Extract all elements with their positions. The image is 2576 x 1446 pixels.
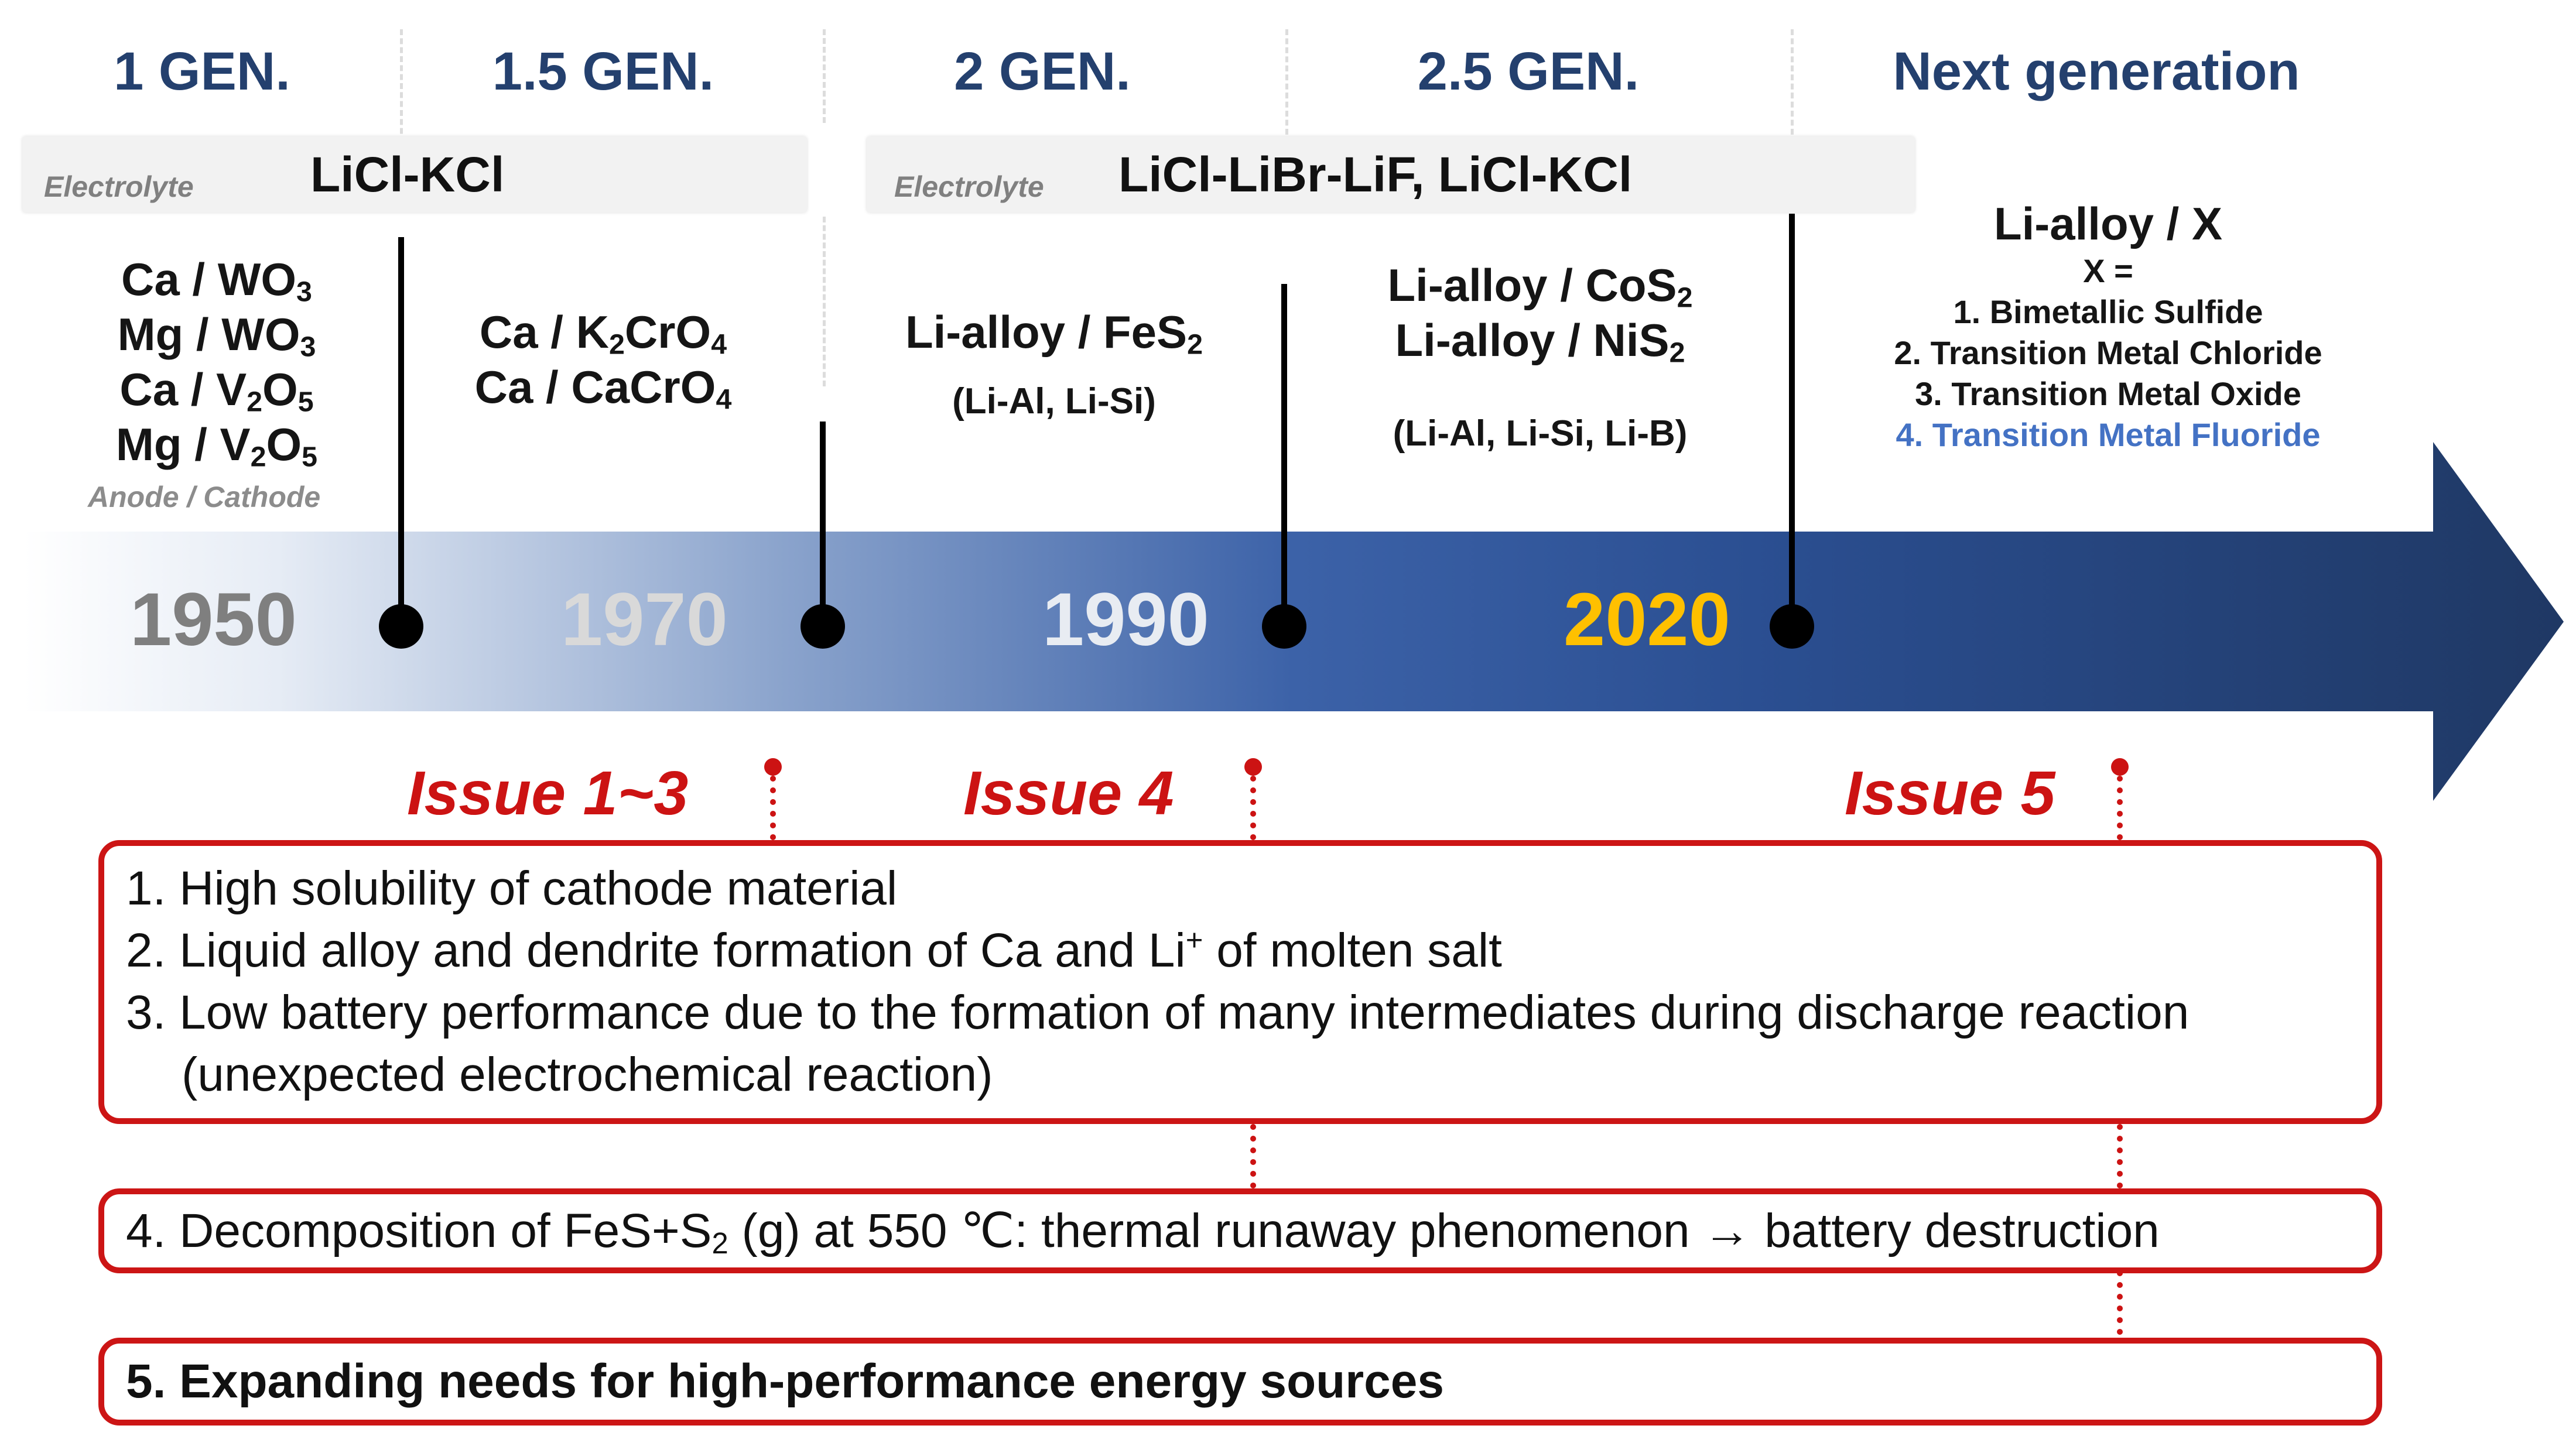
- issue-box-2: [98, 1188, 2382, 1273]
- issue-box-1: [98, 840, 2382, 1124]
- timeline-dot-1950: [379, 604, 423, 649]
- year-2020: 2020: [1564, 578, 1730, 662]
- gen-title-1-5: 1.5 GEN.: [492, 42, 714, 101]
- electrolyte-value-1: LiCl-KCl: [310, 147, 505, 202]
- timeline-dot-1970: [800, 604, 845, 649]
- issue-label-1-3: Issue 1~3: [407, 759, 689, 828]
- issue-connector-4b: [1250, 1124, 1256, 1188]
- separator-2b: [823, 217, 826, 386]
- gen1-caption: Anode / Cathode: [88, 481, 321, 513]
- gen25-alloys: (Li-Al, Li-Si, Li-B): [1393, 413, 1688, 454]
- gen1-line-3: Ca / V2O5: [119, 364, 314, 418]
- electrolyte-box-2: [867, 136, 1915, 213]
- next-item-3: 3. Transition Metal Oxide: [1915, 375, 2301, 412]
- gen1-line-2: Mg / WO3: [117, 309, 316, 363]
- next-item-1: 1. Bimetallic Sulfide: [1953, 293, 2263, 330]
- gen-title-next: Next generation: [1893, 42, 2300, 101]
- year-1950: 1950: [130, 578, 297, 662]
- electrolyte-label-2: Electrolyte: [894, 170, 1044, 203]
- gen1-line-1: Ca / WO3: [121, 253, 312, 308]
- issue-connector-5c: [2117, 1270, 2123, 1335]
- issue-label-4: Issue 4: [963, 759, 1174, 828]
- issue-2-text: 2. Liquid alloy and dendrite formation o…: [126, 923, 1502, 977]
- separator-4: [1791, 29, 1794, 135]
- issue-5-text: 5. Expanding needs for high-performance …: [126, 1355, 1444, 1408]
- gen2-alloys: (Li-Al, Li-Si): [952, 381, 1156, 422]
- next-item-4: 4. Transition Metal Fluoride: [1896, 416, 2321, 453]
- timeline-line-1970: [820, 422, 826, 626]
- gen-title-1: 1 GEN.: [114, 42, 290, 101]
- gen15-line-1: Ca / K2CrO4: [479, 306, 727, 361]
- next-item-2: 2. Transition Metal Chloride: [1894, 334, 2322, 371]
- issue-label-5: Issue 5: [1845, 759, 2055, 828]
- issue-box-3: [98, 1338, 2382, 1426]
- electrolyte-label-1: Electrolyte: [44, 170, 194, 203]
- issue-4-text: 4. Decomposition of FeS+S2 (g) at 550 ℃:…: [126, 1204, 2160, 1260]
- issue-marker-5: [2111, 758, 2129, 776]
- timeline-dot-2020: [1770, 604, 1814, 649]
- year-1970: 1970: [561, 578, 728, 662]
- separator-1: [400, 29, 403, 170]
- gen1-line-4: Mg / V2O5: [115, 419, 318, 473]
- gen-title-2-5: 2.5 GEN.: [1417, 42, 1640, 101]
- gen15-line-2: Ca / CaCrO4: [474, 361, 732, 416]
- next-x-label: X =: [2083, 252, 2133, 289]
- electrolyte-value-2: LiCl-LiBr-LiF, LiCl-KCl: [1118, 147, 1633, 202]
- issue-connector-1-3: [770, 776, 776, 840]
- gen15-materials: Ca / K2CrO4 Ca / CaCrO4: [457, 304, 750, 414]
- timeline-line-1990: [1281, 284, 1287, 626]
- issue-connector-5b: [2117, 1124, 2123, 1188]
- separator-3: [1285, 29, 1288, 135]
- issue-connector-4a: [1250, 776, 1256, 840]
- timeline-line-1950: [398, 237, 404, 626]
- year-1990: 1990: [1042, 578, 1209, 662]
- timeline-line-2020: [1789, 214, 1795, 626]
- gen2-material: Li-alloy / FeS2: [905, 306, 1203, 361]
- issue-3-text-cont: (unexpected electrochemical reaction): [182, 1048, 993, 1101]
- issue-connector-5a: [2117, 776, 2123, 840]
- gen25-line-2: Li-alloy / NiS2: [1395, 314, 1685, 369]
- gen25-materials: Li-alloy / CoS2 Li-alloy / NiS2: [1370, 258, 1710, 368]
- issue-3-text: 3. Low battery performance due to the fo…: [126, 986, 2190, 1039]
- gen1-materials: Ca / WO3 Mg / WO3 Ca / V2O5 Mg / V2O5: [82, 252, 351, 472]
- timeline-dot-1990: [1262, 604, 1306, 649]
- next-title: Li-alloy / X: [1993, 198, 2223, 249]
- issue-marker-4: [1244, 758, 1262, 776]
- electrolyte-box-1: [22, 136, 807, 213]
- issue-1-text: 1. High solubility of cathode material: [126, 862, 898, 915]
- gen25-line-1: Li-alloy / CoS2: [1387, 259, 1693, 314]
- issue-marker-1-3: [764, 758, 782, 776]
- separator-2: [823, 29, 826, 123]
- gen-title-2: 2 GEN.: [954, 42, 1131, 101]
